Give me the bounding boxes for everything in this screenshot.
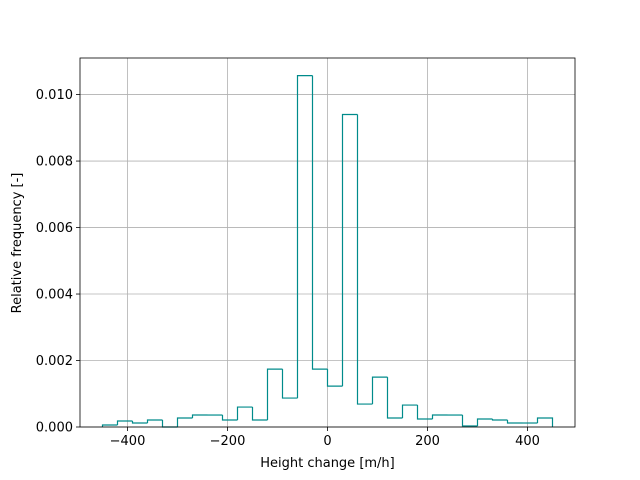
histogram-bin — [266, 368, 283, 421]
histogram-bin — [161, 420, 178, 428]
y-axis-label: Relative frequency [-] — [10, 173, 25, 314]
x-tick-label: 400 — [515, 434, 540, 449]
histogram-bin — [536, 417, 554, 427]
histogram-bin — [176, 417, 193, 427]
x-tick-label: −200 — [210, 434, 246, 449]
histogram-bin — [491, 419, 508, 421]
y-tick-label: 0.004 — [36, 288, 73, 303]
histogram-bin — [251, 407, 268, 421]
histogram-bin — [311, 75, 328, 370]
histogram-bin — [191, 414, 208, 419]
histogram-bin — [506, 420, 523, 424]
histogram-bin — [221, 415, 238, 421]
histogram-bin — [341, 113, 358, 387]
histogram-bin — [101, 424, 118, 427]
y-tick-label: 0.008 — [36, 155, 73, 170]
histogram-bin — [401, 404, 418, 419]
histogram-bin — [461, 415, 478, 427]
x-tick-label: 200 — [415, 434, 440, 449]
y-tick-label: 0.006 — [36, 221, 73, 236]
histogram-bin — [356, 114, 373, 405]
histogram-bin — [326, 369, 343, 387]
y-tick-label: 0.010 — [36, 88, 73, 103]
histogram-bin — [416, 405, 433, 420]
histogram — [101, 75, 554, 428]
histogram-bin — [386, 377, 403, 419]
y-tick-label: 0.000 — [36, 421, 73, 436]
x-axis-label: Height change [m/h] — [260, 456, 395, 471]
histogram-bin — [476, 418, 493, 427]
histogram-bin — [281, 369, 298, 399]
histogram-bin — [431, 414, 448, 420]
x-tick-label: 0 — [323, 434, 331, 449]
histogram-bin — [146, 419, 163, 424]
histogram-bin — [116, 420, 133, 426]
x-tick-label: −400 — [110, 434, 146, 449]
histogram-bin — [371, 376, 388, 405]
histogram-bin — [236, 406, 253, 421]
y-tick-label: 0.002 — [36, 354, 73, 369]
histogram-bin — [296, 75, 313, 399]
histogram-bin — [131, 421, 148, 424]
